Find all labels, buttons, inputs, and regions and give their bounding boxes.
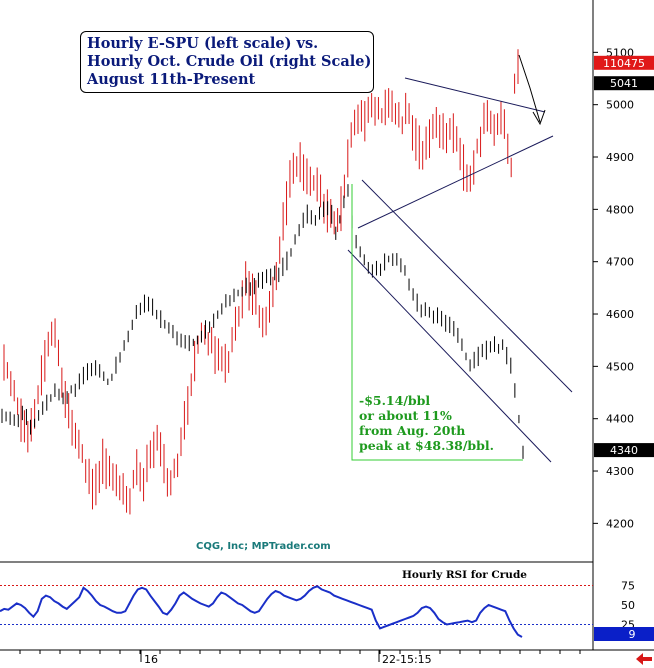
annotation-line-2: or about 11% (359, 408, 452, 423)
annotation-line-1: -$5.14/bbl (359, 393, 431, 408)
decline-annotation: -$5.14/bbl or about 11% from Aug. 20th p… (359, 393, 494, 453)
rsi-level-label: 75 (621, 580, 635, 593)
annotation-line-4: peak at $48.38/bbl. (359, 438, 495, 453)
annotation-line-3: from Aug. 20th (359, 423, 466, 438)
y-tick-label: 4700 (606, 256, 634, 269)
y-tick-label: 4400 (606, 413, 634, 426)
x-tick-label: 16 (144, 653, 158, 666)
price-tag-box (594, 76, 654, 91)
title-line-2: Hourly Oct. Crude Oil (right Scale) (87, 53, 372, 70)
y-tick-label: 5000 (606, 99, 634, 112)
x-tick-label: 22-15:15 (382, 653, 432, 666)
rsi-level-label: 50 (621, 599, 635, 612)
price-tag-label: 5041 (610, 77, 638, 90)
projection-arrow (518, 54, 546, 126)
source-watermark: CQG, Inc; MPTrader.com (196, 541, 331, 552)
channel-upper-line (361, 179, 573, 393)
channel-lower-line (347, 249, 552, 463)
rsi-current-tag (594, 627, 654, 641)
rsi-series-line (0, 585, 523, 638)
title-line-1: Hourly E-SPU (left scale) vs. (87, 35, 319, 52)
rsi-panel-title: Hourly RSI for Crude (402, 569, 527, 581)
triangle-upper-line (404, 77, 546, 113)
y-tick-label: 4200 (606, 517, 634, 530)
trend-lines (347, 77, 573, 463)
y-tick-label: 4800 (606, 203, 634, 216)
price-tag-box (594, 55, 654, 70)
price-tag-box (594, 443, 654, 458)
y-tick-label: 4300 (606, 465, 634, 478)
y-tick-label: 4600 (606, 308, 634, 321)
y-tick-label: 4900 (606, 151, 634, 164)
scroll-left-arrow-icon[interactable] (632, 651, 654, 668)
price-tag-label: 110475 (603, 57, 645, 70)
triangle-lower-line (357, 135, 554, 229)
price-tag-label: 4340 (610, 444, 638, 457)
y-tick-label: 4500 (606, 360, 634, 373)
chart-title-box: Hourly E-SPU (left scale) vs. Hourly Oct… (80, 31, 374, 93)
rsi-current-label: 9 (629, 628, 636, 641)
decline-bracket (351, 184, 523, 461)
title-line-3: August 11th-Present (87, 71, 256, 88)
